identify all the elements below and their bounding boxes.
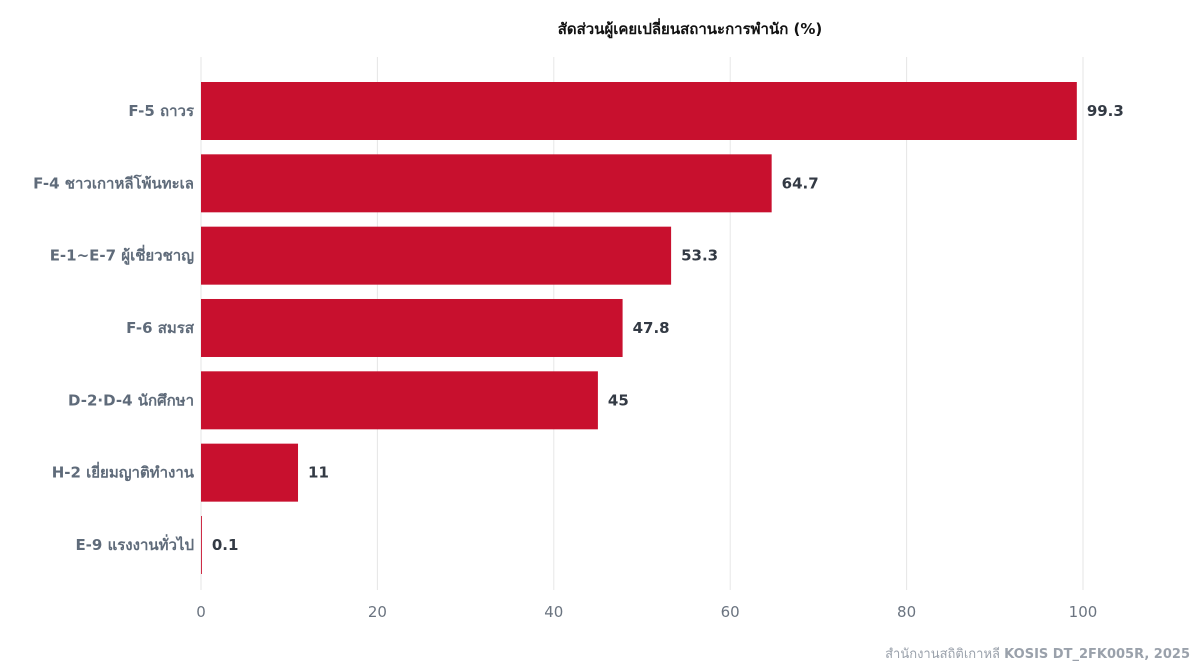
category-label: D-2·D-4 นักศึกษา — [68, 391, 194, 409]
bar — [201, 226, 672, 285]
category-label: F-4 ชาวเกาหลีโพ้นทะเล — [33, 173, 194, 192]
labels: 0 20 40 60 80 100 F-5 ถาวร 99.3 F-4 ชาวเกาหลีโพ้… — [33, 102, 1124, 621]
bar — [201, 298, 623, 357]
category-label: E-9 แรงงานทั่วไป — [75, 534, 194, 554]
x-tick-label: 40 — [544, 603, 563, 621]
value-label: 99.3 — [1087, 102, 1124, 120]
bars — [201, 82, 1077, 574]
value-label: 0.1 — [212, 536, 239, 554]
bar — [201, 371, 598, 430]
value-label: 11 — [308, 464, 329, 482]
category-label: F-5 ถาวร — [128, 102, 195, 120]
value-label: 45 — [608, 391, 629, 409]
source-reference: KOSIS DT_2FK005R, 2025 — [1004, 647, 1190, 662]
category-label: F-6 สมรส — [126, 319, 195, 337]
bar — [201, 82, 1077, 140]
bar — [201, 515, 202, 574]
value-label: 53.3 — [681, 247, 718, 265]
bar — [201, 443, 299, 502]
value-label: 47.8 — [633, 319, 670, 337]
source-prefix: สำนักงานสถิติเกาหลี — [885, 647, 1001, 662]
category-label: H-2 เยี่ยมญาติทำงาน — [52, 462, 195, 482]
x-tick-label: 60 — [721, 603, 740, 621]
x-tick-label: 80 — [897, 603, 916, 621]
source-note: สำนักงานสถิติเกาหลี KOSIS DT_2FK005R, 20… — [885, 643, 1190, 664]
chart-title: สัดส่วนผู้เคยเปลี่ยนสถานะการพำนัก (%) — [558, 18, 823, 39]
category-label: E-1~E-7 ผู้เชี่ยวชาญ — [50, 245, 195, 266]
x-tick-label: 20 — [368, 603, 387, 621]
x-tick-label: 0 — [196, 603, 206, 621]
value-label: 64.7 — [782, 174, 819, 192]
x-tick-label: 100 — [1069, 603, 1098, 621]
bar — [201, 154, 772, 213]
